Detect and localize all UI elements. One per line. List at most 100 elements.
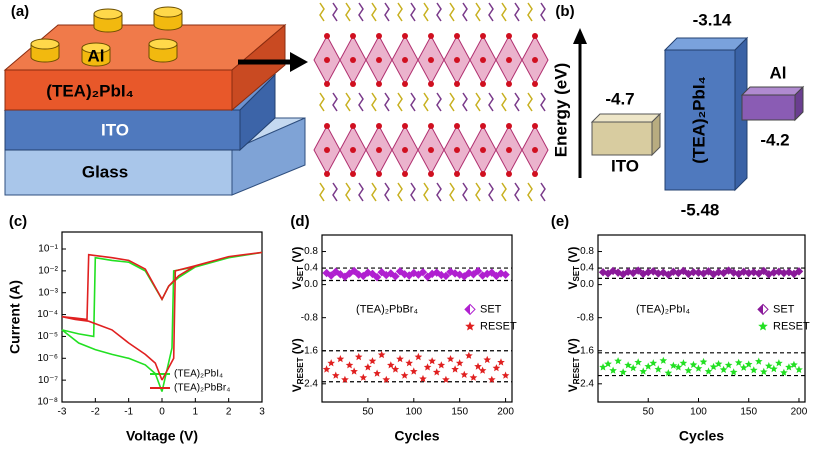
y-title-sub: RESET	[296, 357, 305, 384]
organic-cation	[475, 92, 481, 112]
x-axis-title: Cycles	[679, 428, 724, 444]
organic-cation	[501, 182, 507, 202]
atom	[532, 81, 538, 87]
organic-cation	[423, 92, 429, 112]
star-point	[368, 357, 377, 365]
atom	[324, 171, 330, 177]
legend-marker	[465, 321, 475, 331]
set-point	[359, 271, 368, 281]
panel-label: (c)	[9, 213, 27, 230]
x-tick-label: -1	[124, 407, 133, 418]
legend-label: RESET	[480, 320, 517, 332]
y-axis-title: VRESET (V)	[566, 338, 581, 392]
organic-cation	[501, 2, 507, 22]
organic-cation	[371, 2, 377, 22]
star-point	[609, 366, 617, 374]
annotation: (TEA)₂PbI₄	[636, 303, 691, 315]
star-point	[629, 364, 637, 372]
atom	[454, 81, 460, 87]
star-point	[614, 357, 622, 365]
star-point	[719, 365, 728, 373]
star-point	[432, 368, 441, 376]
star-point	[332, 371, 340, 379]
atom	[506, 147, 512, 153]
ito-box-top	[590, 113, 662, 123]
y-axis-title: VRESET (V)	[290, 338, 305, 392]
star-point	[664, 369, 673, 377]
x-tick-label: 1	[193, 407, 199, 418]
y-tick-label: -1.6	[577, 345, 595, 356]
atom	[428, 33, 434, 39]
x-tick-label: 200	[791, 407, 808, 418]
organic-cation	[436, 182, 442, 202]
y-tick-label: -0.8	[577, 312, 595, 323]
star-point	[669, 361, 678, 369]
x-tick-label: 0	[159, 407, 165, 418]
star-point	[770, 364, 778, 373]
y-tick-label: 0.8	[304, 246, 318, 257]
atom	[350, 147, 356, 153]
atom	[454, 123, 460, 129]
atom	[376, 33, 382, 39]
star-point	[497, 358, 505, 366]
star-point	[455, 359, 464, 367]
atom	[506, 123, 512, 129]
atom	[454, 147, 460, 153]
atom	[402, 81, 408, 87]
atom	[402, 57, 408, 63]
atom	[506, 81, 512, 87]
atom	[376, 171, 382, 177]
star-point	[354, 352, 363, 361]
organic-cation	[423, 182, 429, 202]
atom	[532, 57, 538, 63]
atom	[324, 33, 330, 39]
y-tick-label: 0.4	[580, 263, 594, 274]
y-axis-title: VSET (V)	[290, 247, 305, 290]
atom	[480, 123, 486, 129]
organic-cation	[332, 182, 338, 202]
ito-box	[591, 121, 653, 156]
organic-cation	[488, 92, 494, 112]
star-point	[749, 366, 758, 374]
plot-frame	[597, 234, 806, 403]
y-tick-label: 10⁻⁴	[37, 309, 58, 320]
star-point	[396, 355, 404, 363]
al-label: Al	[88, 46, 105, 65]
legend-marker	[758, 321, 768, 331]
y-tick-label: 10⁻¹	[38, 244, 58, 255]
cylinder-top	[148, 38, 178, 50]
organic-cation	[436, 2, 442, 22]
set-point	[372, 272, 382, 282]
organic-cation	[371, 92, 377, 112]
y-tick-label: 10⁻³	[38, 287, 58, 298]
atom	[428, 81, 434, 87]
star-point	[785, 363, 793, 371]
star-point	[364, 363, 372, 371]
al-contacts	[30, 6, 183, 67]
star-point	[492, 364, 501, 372]
star-point	[775, 359, 783, 367]
star-point	[488, 375, 496, 383]
organic-cation	[527, 2, 533, 22]
organic-cation	[436, 92, 442, 112]
star-point	[414, 352, 423, 361]
x-tick-label: 100	[690, 407, 707, 418]
star-point	[599, 363, 607, 371]
layer-label: (TEA)₂PbI₄	[46, 81, 133, 100]
atom	[350, 171, 356, 177]
star-point	[327, 359, 335, 367]
set-point	[340, 272, 350, 281]
star-point	[744, 360, 753, 368]
x-tick-label: 50	[643, 407, 655, 418]
iv-curve	[61, 251, 263, 392]
atom	[376, 57, 382, 63]
star-point	[674, 363, 683, 371]
star-point	[400, 371, 409, 379]
organic-cation	[358, 182, 364, 202]
y-tick-label: 10⁻⁵	[37, 331, 58, 342]
y-tick-label: 0.4	[304, 263, 318, 274]
y-title-sub: SET	[572, 266, 581, 282]
star-point	[469, 373, 478, 381]
material-label: (TEA)₂PbI₄	[689, 76, 708, 163]
